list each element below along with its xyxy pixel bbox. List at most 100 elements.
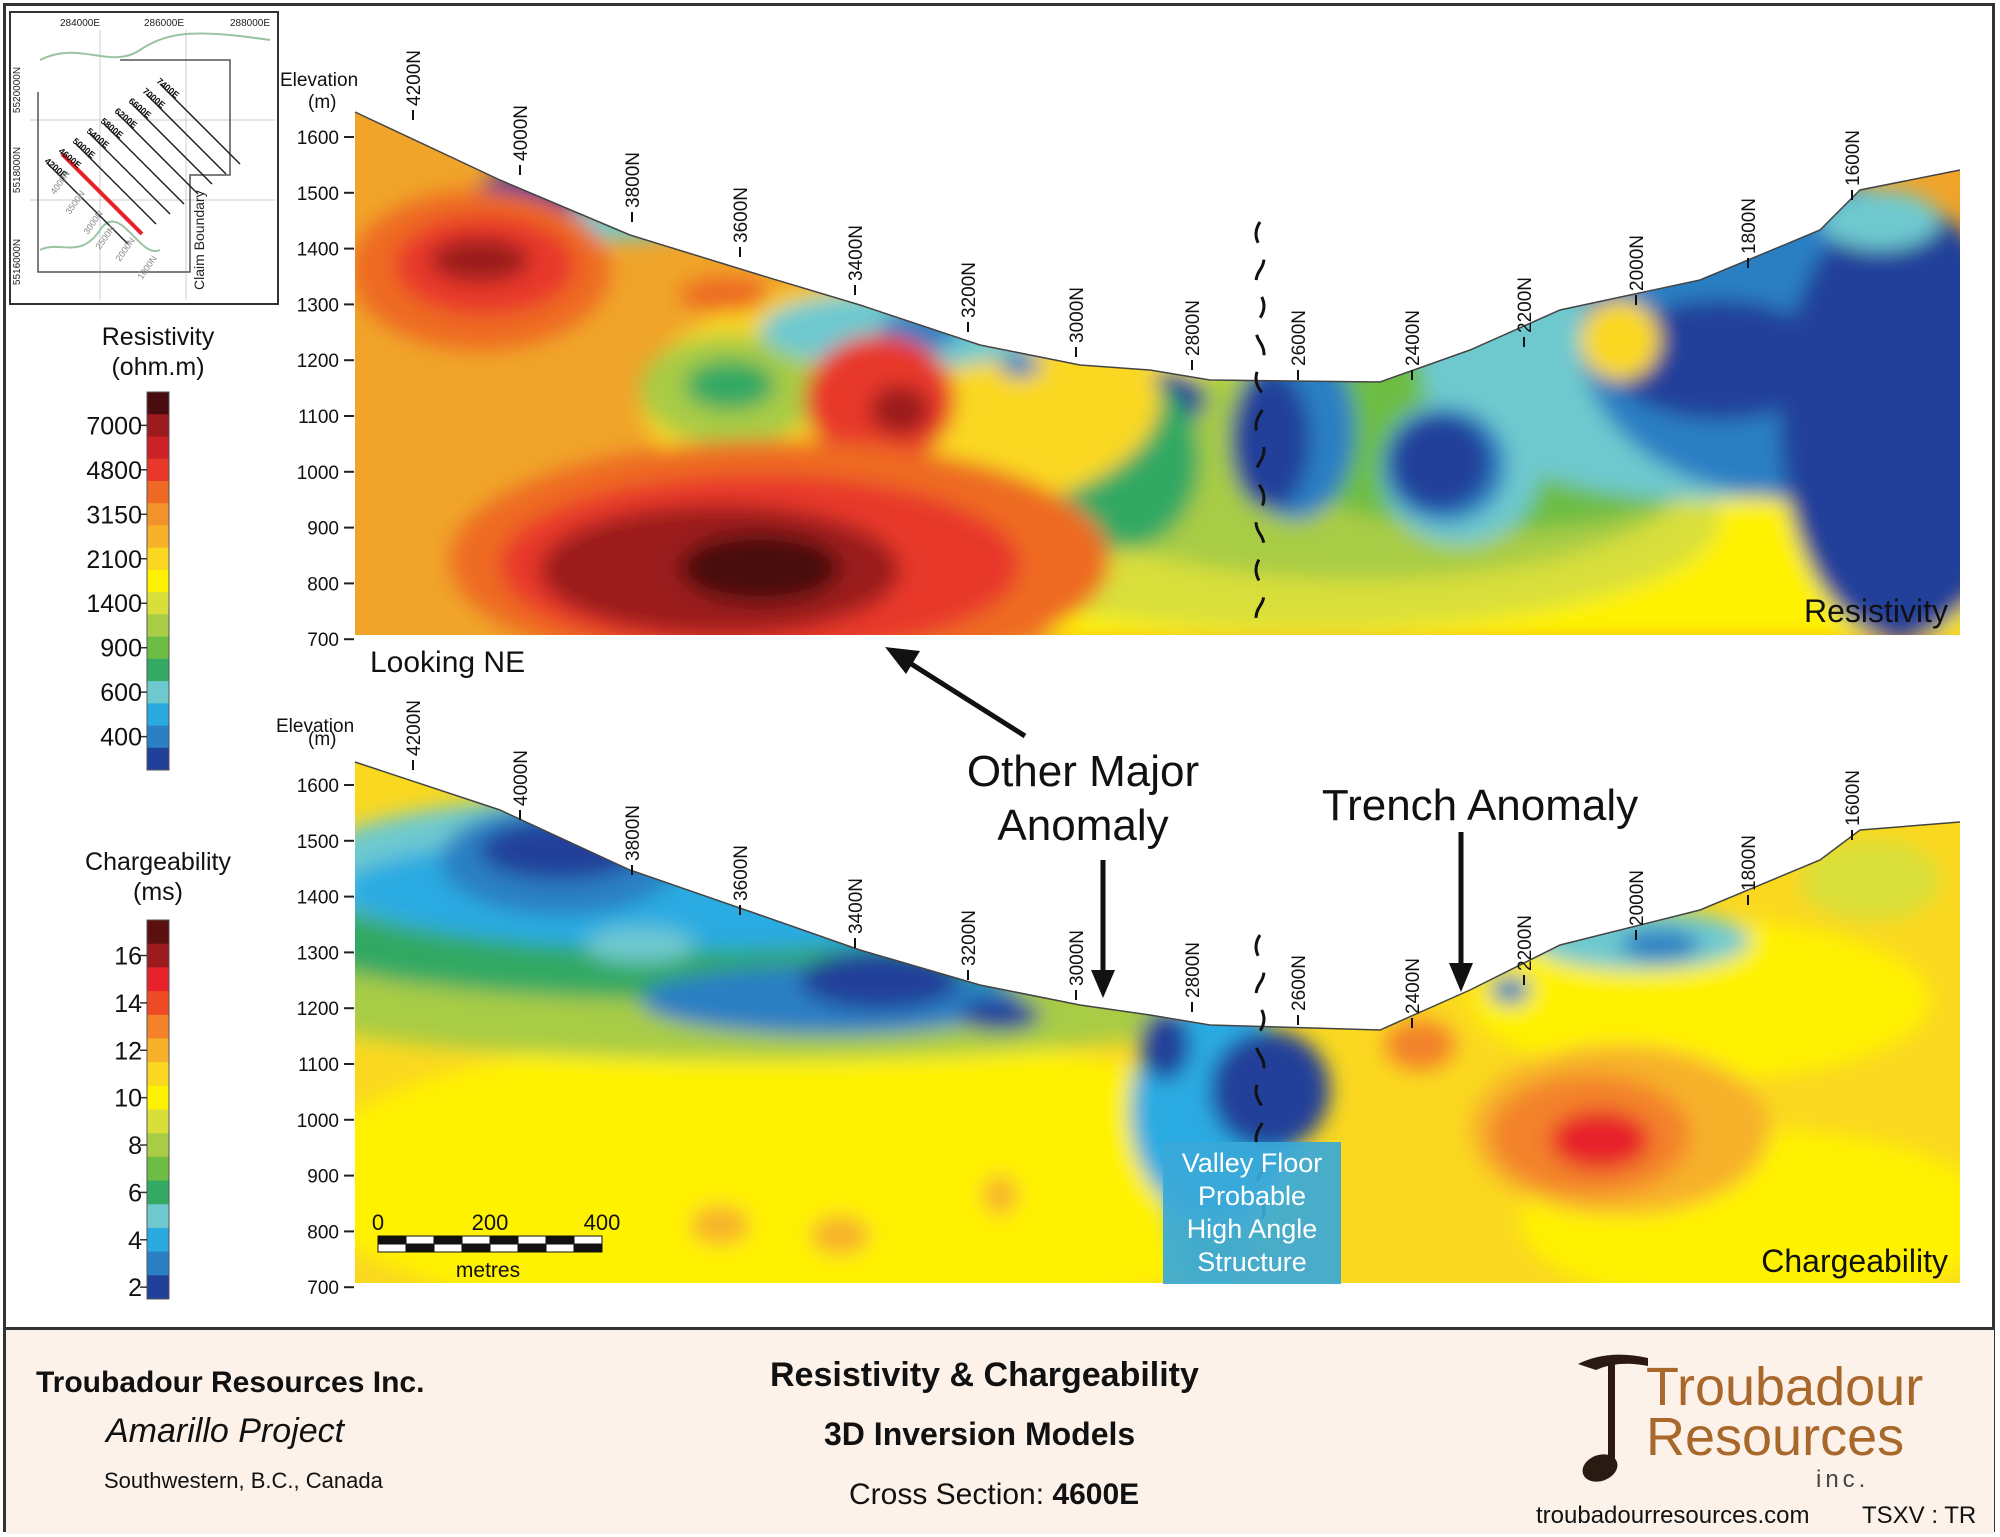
cross-section-caption: Cross Section: 4600E (849, 1478, 1139, 1512)
scale-segment (489, 1243, 519, 1253)
station-label: 3200N (959, 262, 980, 318)
cross-section-value: 4600E (1052, 1478, 1140, 1511)
cross-section-figure: 284000E 286000E 288000E 5520000N5518000N55… (9, 11, 1961, 1302)
chg-elevation-axis: 1600 1500 1400 1300 1200 1100 1000 900 800 700 (297, 776, 354, 1299)
station-label: 3600N (731, 187, 752, 243)
legend-swatch (147, 569, 169, 593)
chg-topography (354, 761, 1961, 1031)
resistivity-colorbar (146, 391, 170, 771)
res-section-break (1254, 221, 1266, 631)
legend-swatch (147, 1062, 169, 1087)
station-label: 1800N (1739, 835, 1760, 891)
legend-label: 400 (100, 724, 142, 752)
elevation-tick-label: 1000 (297, 463, 339, 484)
station-label: 3400N (846, 878, 867, 934)
survey-line (159, 83, 241, 165)
scale-segment (405, 1235, 435, 1245)
legend-swatch (147, 747, 169, 771)
scale-segment (433, 1243, 463, 1253)
elevation-tick-label: 1500 (297, 184, 339, 205)
logo-text-resources: Resources (1646, 1407, 1905, 1467)
legend-swatch (147, 503, 169, 526)
elevation-tick-label: 900 (307, 519, 339, 540)
station-label: 3000N (1067, 287, 1088, 343)
logo-hammer-note-icon (1578, 1354, 1648, 1482)
valley-box-line: High Angle (1187, 1214, 1318, 1244)
legend-label: 2100 (86, 546, 142, 574)
elevation-tick-label: 1600 (297, 776, 339, 797)
valley-box-line: Structure (1197, 1247, 1307, 1277)
survey-line (145, 93, 227, 175)
survey-line (131, 103, 213, 185)
scale-segment (405, 1243, 435, 1253)
elevation-tick-label: 1100 (298, 407, 339, 428)
claim-boundary (37, 59, 231, 273)
station-label: 3400N (846, 225, 867, 281)
legend-label: 2 (128, 1274, 142, 1302)
valley-box-line: Valley Floor (1182, 1148, 1323, 1178)
station-label: 3800N (623, 805, 644, 861)
station-label: 2600N (1289, 955, 1310, 1011)
chargeability-legend: Chargeability (ms) 16 14 12 10 8 6 4 2 (85, 848, 231, 1302)
station-label: 4200N (404, 700, 425, 756)
scale-segment (377, 1243, 407, 1253)
station-label: 2400N (1403, 958, 1424, 1014)
scale-bar-labels: 0 200 400 (372, 1210, 620, 1235)
looking-direction-label: Looking NE (370, 646, 525, 679)
scale-segment (461, 1235, 491, 1245)
station-label: 3200N (959, 910, 980, 966)
scale-segment (573, 1235, 603, 1245)
legend-colorbar-outline (146, 391, 170, 771)
legend-swatch (147, 943, 169, 968)
valley-box-background (1163, 1142, 1341, 1284)
scale-bar-segments (377, 1235, 603, 1253)
legend-swatch (147, 436, 169, 460)
resistivity-legend-labels: 7000 4800 3150 2100 1400 900 600 400 (86, 412, 147, 752)
locator-creek (39, 220, 161, 253)
other-major-anomaly-label-line2: Anomaly (997, 801, 1168, 850)
chargeability-legend-unit: (ms) (133, 878, 183, 906)
resistivity-section-label: Resistivity (1804, 593, 1948, 629)
elevation-tick-label: 1500 (297, 832, 339, 853)
res-elevation-label: Elevation (280, 70, 358, 91)
legend-swatch (147, 1085, 169, 1110)
annotations: Other Major Anomaly Trench Anomaly (885, 647, 1638, 998)
northing-label: 5520000N (12, 67, 23, 113)
arrow-to-trench-anomaly (1449, 832, 1473, 992)
station-label: 4000N (511, 750, 532, 806)
legend-swatch (147, 991, 169, 1016)
elevation-tick-label: 800 (307, 574, 339, 595)
station-label: 2200N (1515, 915, 1536, 971)
legend-swatch (147, 725, 169, 749)
legend-swatch (147, 967, 169, 992)
website-link[interactable]: troubadourresources.com (1536, 1502, 1810, 1529)
easting-label: 284000E (60, 18, 100, 29)
chg-elevation-unit: (m) (308, 729, 336, 750)
station-label: 2400N (1403, 310, 1424, 366)
legend-label: 14 (114, 990, 142, 1018)
station-label: 3000N (1067, 930, 1088, 986)
legend-swatch (147, 1014, 169, 1039)
project-name: Amarillo Project (106, 1412, 345, 1450)
elevation-tick-label: 1400 (297, 240, 339, 261)
scale-bar-unit: metres (456, 1259, 520, 1282)
figure-subtitle: 3D Inversion Models (824, 1416, 1136, 1452)
survey-line (75, 143, 157, 225)
scale-segment (461, 1243, 491, 1253)
legend-label: 10 (114, 1085, 142, 1113)
legend-label: 7000 (86, 412, 142, 440)
station-label: 2200N (1515, 277, 1536, 333)
station-label: 1600N (1843, 770, 1864, 826)
legend-swatch (147, 1109, 169, 1134)
scale-segment (377, 1235, 407, 1245)
station-label: 2000N (1627, 870, 1648, 926)
elevation-tick-label: 1000 (297, 1111, 339, 1132)
locator-creek (39, 32, 271, 61)
legend-colorbar-outline (146, 919, 170, 1300)
elevation-tick-label: 1300 (297, 943, 339, 964)
resistivity-legend: Resistivity (ohm.m) 7000 4800 3150 2100 1400… (86, 323, 215, 771)
legend-swatch (147, 480, 169, 504)
legend-swatch (147, 636, 169, 660)
legend-swatch (147, 1204, 169, 1229)
